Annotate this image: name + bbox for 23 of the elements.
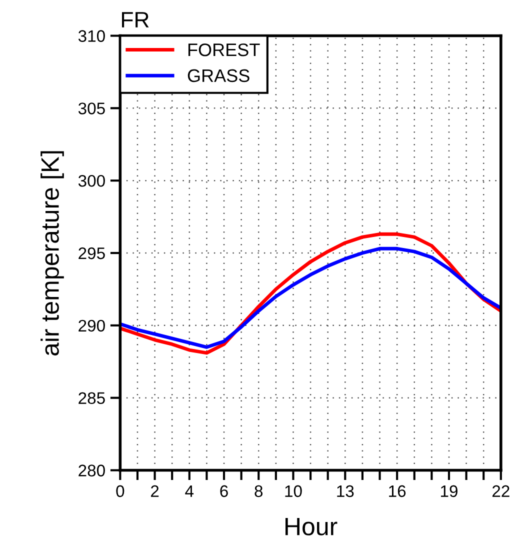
x-tick-label: 16 <box>389 485 406 498</box>
line-series <box>120 246 501 349</box>
y-tick-label: 305 <box>78 102 105 114</box>
legend-label: FOREST <box>188 43 260 56</box>
x-tick-label: 19 <box>440 485 458 498</box>
x-tick-label: 10 <box>285 485 302 498</box>
y-tick-label: 290 <box>78 320 105 332</box>
y-tick-label: 280 <box>78 464 105 476</box>
x-tick-label: 13 <box>337 485 354 498</box>
x-axis-title: Hour <box>286 518 338 536</box>
chart-title: FR <box>122 12 149 28</box>
legend-label: GRASS <box>188 69 250 82</box>
x-tick-label: 2 <box>150 485 159 497</box>
x-tick-label: 8 <box>254 485 263 498</box>
x-tick-label: 0 <box>116 485 124 498</box>
y-tick-label: 285 <box>78 392 105 404</box>
y-tick-label: 310 <box>78 30 105 42</box>
y-axis-title: air temperature [K] <box>40 151 64 356</box>
y-tick-label: 300 <box>78 174 105 187</box>
x-tick-label: 22 <box>492 485 510 497</box>
x-tick-label: 6 <box>220 485 228 498</box>
x-tick-label: 4 <box>185 485 194 497</box>
y-tick-label: 295 <box>78 247 105 260</box>
